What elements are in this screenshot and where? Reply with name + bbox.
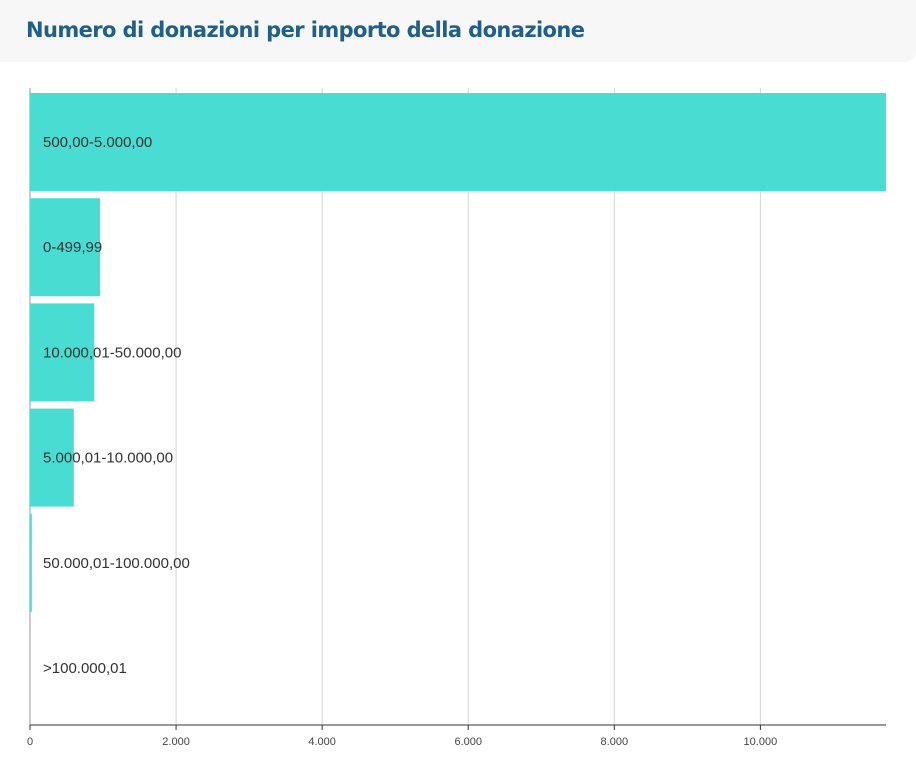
- chart-title: Numero di donazioni per importo della do…: [26, 18, 585, 42]
- x-tick-label: 8.000: [601, 736, 629, 748]
- bar[interactable]: [30, 303, 95, 402]
- x-tick-label: 10.000: [744, 736, 778, 748]
- bar[interactable]: [30, 513, 32, 612]
- bar-category-label: 50.000,01-100.000,00: [43, 555, 190, 572]
- grid-lines: [29, 88, 761, 725]
- bar-category-label: 10.000,01-50.000,00: [43, 344, 181, 361]
- x-tick-label: 2.000: [162, 736, 190, 748]
- chart-header: Numero di donazioni per importo della do…: [0, 0, 916, 62]
- x-tick-label: 4.000: [308, 736, 336, 748]
- x-tick-label: 6.000: [454, 736, 482, 748]
- bar-category-label: >100.000,01: [43, 660, 127, 677]
- bar[interactable]: [30, 93, 886, 191]
- x-tick-label: 0: [27, 736, 33, 748]
- x-axis: 0 2.000 4.000 6.000 8.000 10.000: [27, 724, 886, 748]
- bar[interactable]: [30, 198, 101, 297]
- bar-category-label: 500,00-5.000,00: [43, 134, 152, 151]
- bar-category-label: 5.000,01-10.000,00: [43, 450, 173, 467]
- bar-category-label: 0-499,99: [43, 239, 102, 256]
- bars: 500,00-5.000,00 0-499,99 10.000,01-50.000,…: [30, 93, 886, 677]
- bar[interactable]: [30, 408, 74, 507]
